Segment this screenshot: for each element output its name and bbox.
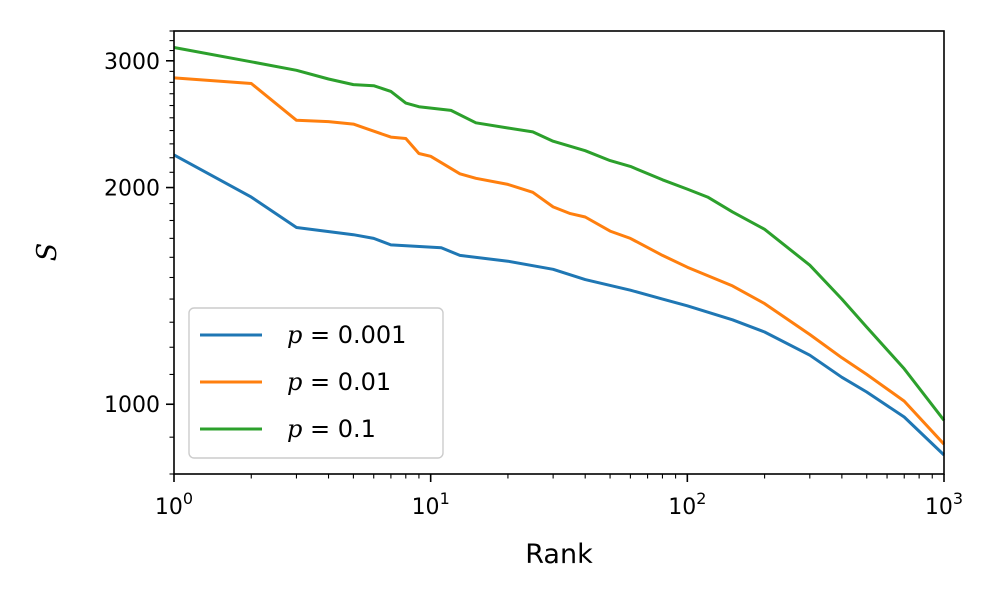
y-tick-label-1: 2000 <box>104 177 160 202</box>
legend-label-2: p = 0.1 <box>287 415 376 443</box>
x-tick-label-0: 100 <box>155 489 193 520</box>
legend-label-1: p = 0.01 <box>287 368 391 396</box>
series-line-1 <box>173 76 946 446</box>
legend-box <box>188 307 444 459</box>
y-tick-label-0: 1000 <box>104 393 160 418</box>
x-tick-label-1: 101 <box>412 489 450 520</box>
legend-label-0: p = 0.001 <box>287 321 406 349</box>
y-axis: 1000 2000 3000 <box>104 30 174 475</box>
y-tick-label-2: 3000 <box>104 50 160 75</box>
series-layer <box>173 46 946 457</box>
plot-frame <box>173 30 945 475</box>
x-axis-label: Rank <box>525 539 593 570</box>
x-tick-label-3: 103 <box>925 489 963 520</box>
series-line-2 <box>173 46 946 422</box>
x-tick-label-2: 102 <box>668 489 706 520</box>
x-axis: 100 101 102 103 <box>155 474 963 520</box>
legend: p = 0.001 p = 0.01 p = 0.1 <box>188 307 444 459</box>
series-line-0 <box>173 153 946 457</box>
y-axis-label: S <box>32 243 63 262</box>
